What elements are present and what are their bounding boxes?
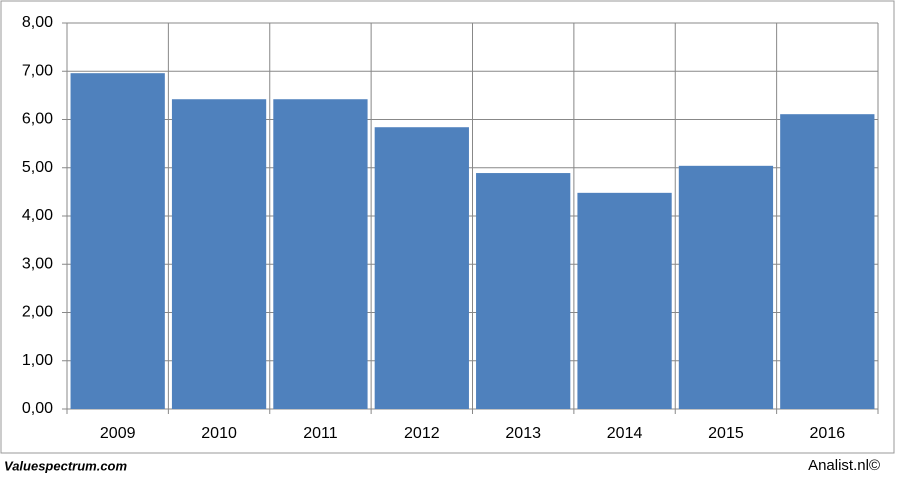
y-tick-label: 6,00	[22, 111, 53, 128]
bar	[171, 99, 267, 410]
bar	[273, 99, 368, 410]
bar	[476, 173, 571, 409]
x-tick-label: 2009	[100, 425, 136, 442]
x-tick-label: 2012	[404, 425, 440, 442]
y-tick-label: 5,00	[22, 159, 53, 176]
footer-right: Analist.nl©	[808, 457, 880, 474]
y-tick-label: 7,00	[22, 62, 53, 79]
bar	[70, 73, 165, 410]
x-tick-label: 2010	[201, 425, 237, 442]
x-tick-label: 2016	[810, 425, 846, 442]
y-tick-label: 3,00	[22, 255, 53, 272]
x-tick-label: 2011	[303, 425, 338, 442]
y-tick-label: 1,00	[22, 352, 53, 369]
y-tick-label: 0,00	[22, 400, 53, 417]
y-tick-label: 4,00	[22, 207, 53, 224]
bar	[780, 114, 875, 409]
x-tick-label: 2014	[607, 425, 643, 442]
x-tick-label: 2015	[708, 425, 744, 442]
bar	[577, 192, 672, 409]
x-tick-label: 2013	[505, 425, 541, 442]
bar	[374, 127, 469, 409]
footer-left: Valuespectrum.com	[4, 458, 128, 473]
y-tick-label: 2,00	[22, 304, 53, 321]
y-tick-label: 8,00	[22, 14, 53, 31]
bar	[678, 165, 774, 409]
